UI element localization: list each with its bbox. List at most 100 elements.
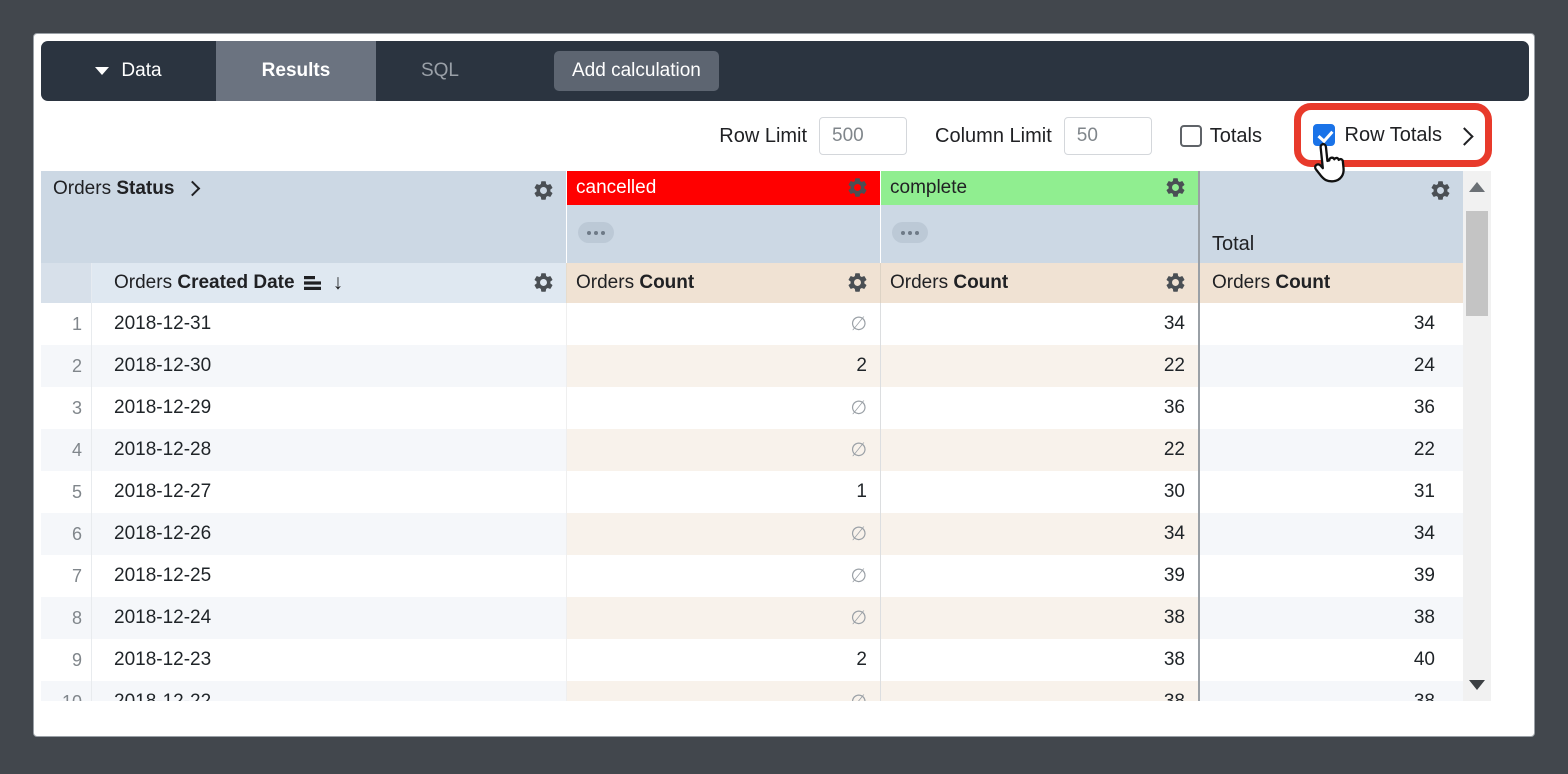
sort-desc-icon[interactable]: ↓ bbox=[332, 271, 344, 294]
complete-count-cell[interactable]: 30 bbox=[880, 471, 1198, 513]
results-table: Orders Status cancelled complete bbox=[41, 171, 1491, 701]
date-cell[interactable]: 2018-12-24 bbox=[91, 597, 566, 639]
toolbar: Data Results SQL Add calculation bbox=[41, 41, 1529, 101]
measure-header-complete[interactable]: Orders Count bbox=[880, 263, 1198, 303]
complete-count-cell[interactable]: 38 bbox=[880, 597, 1198, 639]
row-total-cell[interactable]: 22 bbox=[1198, 429, 1463, 471]
gear-icon[interactable] bbox=[1164, 271, 1187, 294]
row-number: 1 bbox=[41, 303, 91, 345]
vertical-scrollbar[interactable] bbox=[1463, 171, 1491, 701]
data-section-label: Data bbox=[121, 60, 162, 81]
totals-checkbox[interactable] bbox=[1179, 125, 1202, 147]
cancelled-count-cell[interactable]: ∅ bbox=[566, 303, 880, 345]
row-number: 7 bbox=[41, 555, 91, 597]
field-header-row: Orders Created Date ↓ Orders Count bbox=[41, 263, 1463, 303]
gear-icon[interactable] bbox=[532, 271, 555, 294]
complete-count-cell[interactable]: 38 bbox=[880, 639, 1198, 681]
gear-icon[interactable] bbox=[1429, 179, 1452, 202]
data-section-toggle[interactable]: Data bbox=[41, 41, 216, 101]
triangle-up-icon bbox=[1469, 182, 1485, 192]
dimension-header[interactable]: Orders Created Date ↓ bbox=[91, 263, 566, 303]
column-menu-ellipsis-button[interactable] bbox=[578, 222, 614, 243]
scroll-down-button[interactable] bbox=[1463, 671, 1491, 699]
row-total-cell[interactable]: 31 bbox=[1198, 471, 1463, 513]
results-panel: Data Results SQL Add calculation Row Lim… bbox=[33, 33, 1535, 737]
pivot-value-cancelled-header[interactable]: cancelled bbox=[566, 171, 880, 263]
row-number: 8 bbox=[41, 597, 91, 639]
measure-prefix: Orders bbox=[576, 272, 635, 293]
cancelled-count-cell[interactable]: ∅ bbox=[566, 555, 880, 597]
tab-results[interactable]: Results bbox=[216, 41, 376, 101]
cancelled-count-cell[interactable]: ∅ bbox=[566, 513, 880, 555]
column-menu-ellipsis-button[interactable] bbox=[892, 222, 928, 243]
gear-icon[interactable] bbox=[846, 176, 869, 199]
gear-icon[interactable] bbox=[1164, 176, 1187, 199]
add-calculation-label: Add calculation bbox=[572, 60, 701, 81]
row-number: 5 bbox=[41, 471, 91, 513]
row-number: 6 bbox=[41, 513, 91, 555]
complete-count-cell[interactable]: 34 bbox=[880, 513, 1198, 555]
date-cell[interactable]: 2018-12-31 bbox=[91, 303, 566, 345]
table-body: 1 2018-12-31 ∅ 34 34 2 2018-12-30 2 22 24 3 2018-12… bbox=[41, 303, 1463, 701]
pivot-value-cancelled-label: cancelled bbox=[576, 177, 657, 198]
measure-name: Count bbox=[1275, 272, 1331, 293]
measure-header-cancelled[interactable]: Orders Count bbox=[566, 263, 880, 303]
row-total-cell[interactable]: 34 bbox=[1198, 513, 1463, 555]
table-row: 2 2018-12-30 2 22 24 bbox=[41, 345, 1463, 387]
complete-count-cell[interactable]: 22 bbox=[880, 429, 1198, 471]
row-total-cell[interactable]: 39 bbox=[1198, 555, 1463, 597]
date-cell[interactable]: 2018-12-29 bbox=[91, 387, 566, 429]
gear-icon[interactable] bbox=[846, 271, 869, 294]
cancelled-count-cell[interactable]: 1 bbox=[566, 471, 880, 513]
measure-header-total[interactable]: Orders Count bbox=[1198, 263, 1463, 303]
tab-results-label: Results bbox=[261, 60, 331, 81]
cancelled-count-cell[interactable]: ∅ bbox=[566, 429, 880, 471]
pivot-field-header[interactable]: Orders Status bbox=[41, 171, 566, 263]
table-row: 1 2018-12-31 ∅ 34 34 bbox=[41, 303, 1463, 345]
row-totals-label: Row Totals bbox=[1344, 123, 1442, 146]
row-number: 4 bbox=[41, 429, 91, 471]
gear-icon[interactable] bbox=[532, 179, 555, 202]
cancelled-count-cell[interactable]: ∅ bbox=[566, 597, 880, 639]
complete-count-cell[interactable]: 22 bbox=[880, 345, 1198, 387]
total-column-header[interactable]: Total bbox=[1198, 171, 1463, 263]
column-limit-input[interactable] bbox=[1063, 117, 1152, 155]
cancelled-count-cell[interactable]: ∅ bbox=[566, 387, 880, 429]
complete-count-cell[interactable]: 38 bbox=[880, 681, 1198, 701]
row-total-cell[interactable]: 38 bbox=[1198, 597, 1463, 639]
date-cell[interactable]: 2018-12-28 bbox=[91, 429, 566, 471]
cancelled-count-cell[interactable]: 2 bbox=[566, 345, 880, 387]
row-limit-input[interactable] bbox=[819, 117, 908, 155]
add-calculation-button[interactable]: Add calculation bbox=[554, 51, 719, 91]
pivot-value-complete-header[interactable]: complete bbox=[880, 171, 1198, 263]
hand-cursor-icon bbox=[1314, 142, 1345, 183]
measure-prefix: Orders bbox=[1212, 272, 1271, 293]
table-row: 6 2018-12-26 ∅ 34 34 bbox=[41, 513, 1463, 555]
column-limit-label: Column Limit bbox=[935, 124, 1052, 147]
scroll-up-button[interactable] bbox=[1463, 173, 1491, 201]
date-cell[interactable]: 2018-12-26 bbox=[91, 513, 566, 555]
date-cell[interactable]: 2018-12-27 bbox=[91, 471, 566, 513]
cancelled-count-cell[interactable]: 2 bbox=[566, 639, 880, 681]
cancelled-count-cell[interactable]: ∅ bbox=[566, 681, 880, 701]
chevron-right-icon bbox=[1455, 126, 1474, 146]
row-total-cell[interactable]: 36 bbox=[1198, 387, 1463, 429]
date-cell[interactable]: 2018-12-25 bbox=[91, 555, 566, 597]
row-number: 3 bbox=[41, 387, 91, 429]
triangle-down-icon bbox=[1469, 680, 1485, 690]
measure-name: Count bbox=[639, 272, 695, 293]
table-row: 3 2018-12-29 ∅ 36 36 bbox=[41, 387, 1463, 429]
complete-count-cell[interactable]: 36 bbox=[880, 387, 1198, 429]
table-row: 9 2018-12-23 2 38 40 bbox=[41, 639, 1463, 681]
date-cell[interactable]: 2018-12-30 bbox=[91, 345, 566, 387]
complete-count-cell[interactable]: 34 bbox=[880, 303, 1198, 345]
tab-sql[interactable]: SQL bbox=[376, 41, 504, 101]
complete-count-cell[interactable]: 39 bbox=[880, 555, 1198, 597]
row-total-cell[interactable]: 24 bbox=[1198, 345, 1463, 387]
scrollbar-thumb[interactable] bbox=[1466, 211, 1488, 316]
row-total-cell[interactable]: 34 bbox=[1198, 303, 1463, 345]
date-cell[interactable]: 2018-12-23 bbox=[91, 639, 566, 681]
row-total-cell[interactable]: 40 bbox=[1198, 639, 1463, 681]
date-cell[interactable]: 2018-12-22 bbox=[91, 681, 566, 701]
row-total-cell[interactable]: 38 bbox=[1198, 681, 1463, 701]
